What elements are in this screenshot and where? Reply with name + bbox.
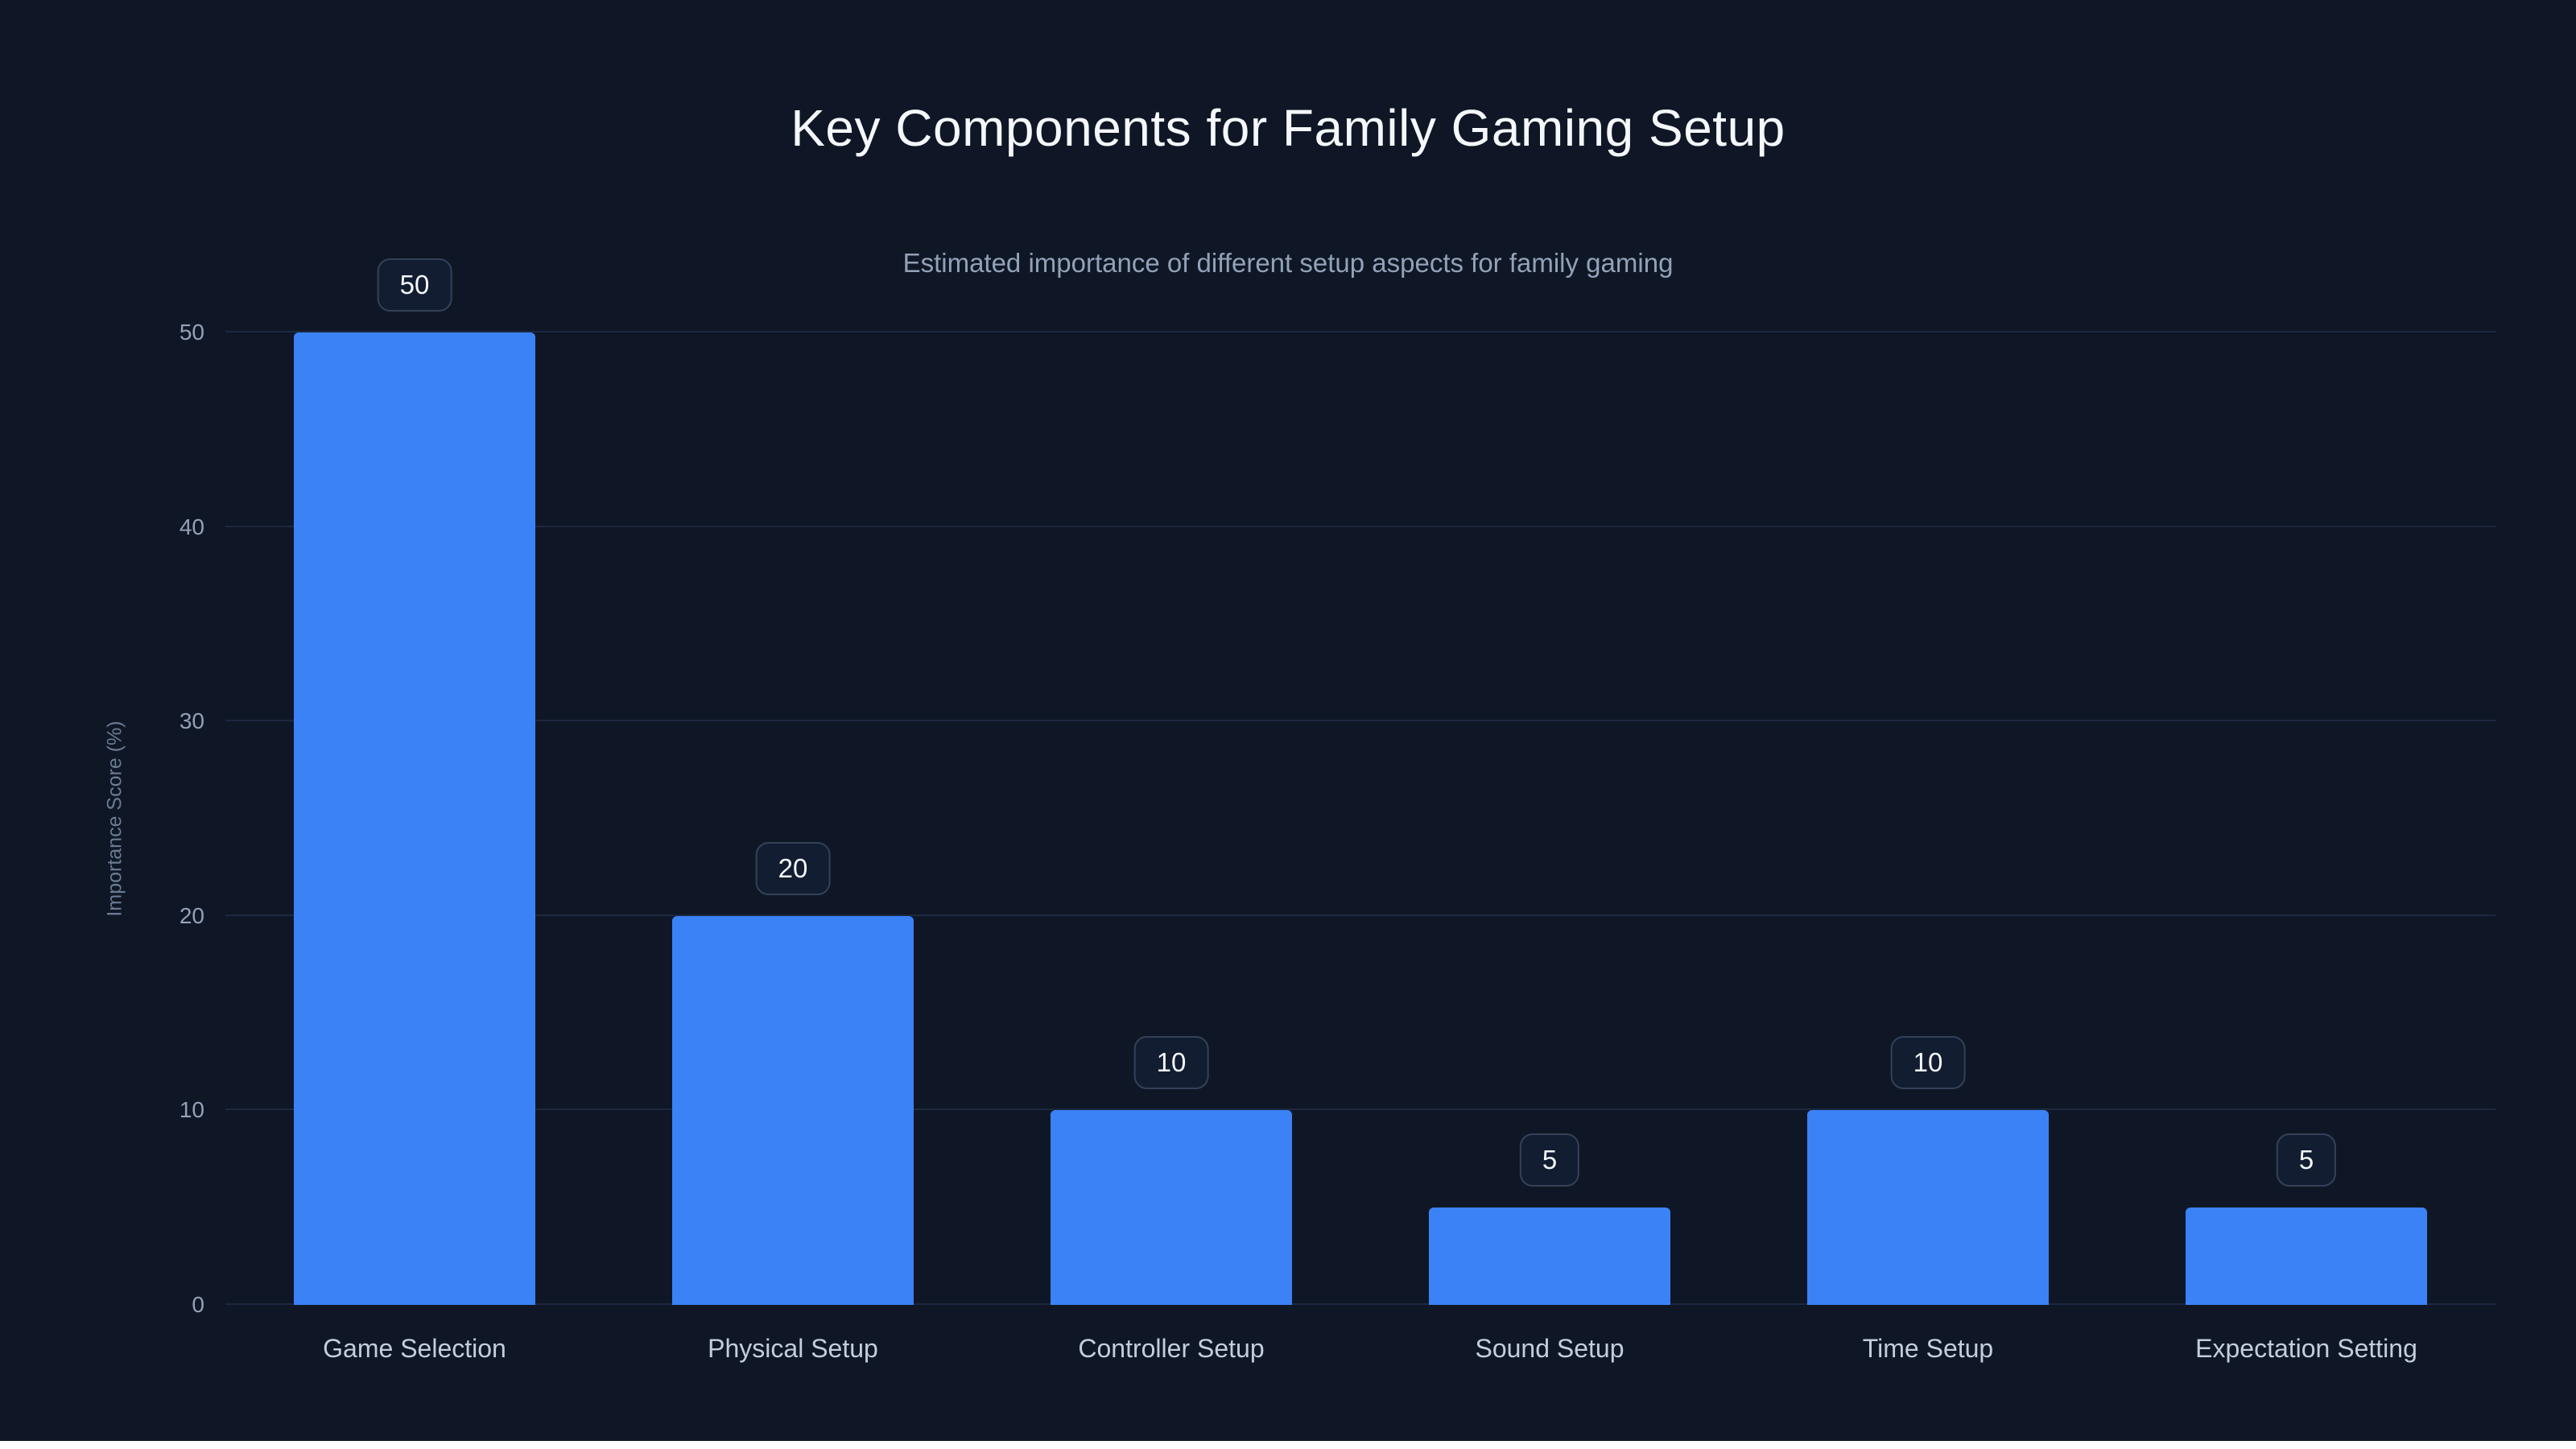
gridline — [225, 914, 2496, 916]
y-tick-label: 40 — [179, 514, 204, 539]
chart-title: Key Components for Family Gaming Setup — [791, 99, 1785, 157]
gridline — [225, 720, 2496, 722]
bar-expectation-setting[interactable] — [2186, 1208, 2427, 1305]
gridline — [225, 331, 2496, 332]
x-category-label: Sound Setup — [1475, 1334, 1624, 1363]
gridline — [225, 1303, 2496, 1305]
bar-value-badge: 5 — [1519, 1133, 1580, 1187]
gridline — [225, 1108, 2496, 1111]
y-tick-label: 50 — [179, 320, 204, 345]
x-category-label: Expectation Setting — [2195, 1334, 2417, 1363]
y-tick-label: 10 — [179, 1097, 204, 1123]
y-axis-title: Importance Score (%) — [103, 720, 126, 917]
bar-value-badge: 10 — [1133, 1036, 1209, 1090]
bar-game-selection[interactable] — [294, 332, 535, 1305]
gridline — [225, 525, 2496, 527]
bar-value-badge: 20 — [755, 841, 831, 895]
y-tick-label: 0 — [192, 1292, 204, 1317]
x-category-label: Game Selection — [323, 1334, 506, 1363]
bar-time-setup[interactable] — [1807, 1110, 2049, 1305]
x-category-label: Controller Setup — [1078, 1334, 1265, 1363]
x-category-label: Physical Setup — [708, 1334, 878, 1363]
plot-area: 0 10 20 30 40 50 50 Game Selection 20 Physical Se… — [180, 258, 2496, 1363]
bar-controller-setup[interactable] — [1051, 1110, 1292, 1305]
bottom-strip — [0, 1441, 2576, 1449]
bar-sound-setup[interactable] — [1429, 1208, 1670, 1305]
chart-subtitle: Estimated importance of different setup … — [902, 248, 1674, 278]
bar-value-badge: 5 — [2276, 1133, 2337, 1187]
y-tick-label: 20 — [179, 902, 204, 928]
x-category-label: Time Setup — [1862, 1334, 1994, 1363]
bar-value-badge: 50 — [377, 258, 452, 312]
bar-physical-setup[interactable] — [672, 915, 914, 1305]
bar-value-badge: 10 — [1890, 1036, 1966, 1090]
y-tick-label: 30 — [179, 708, 204, 734]
